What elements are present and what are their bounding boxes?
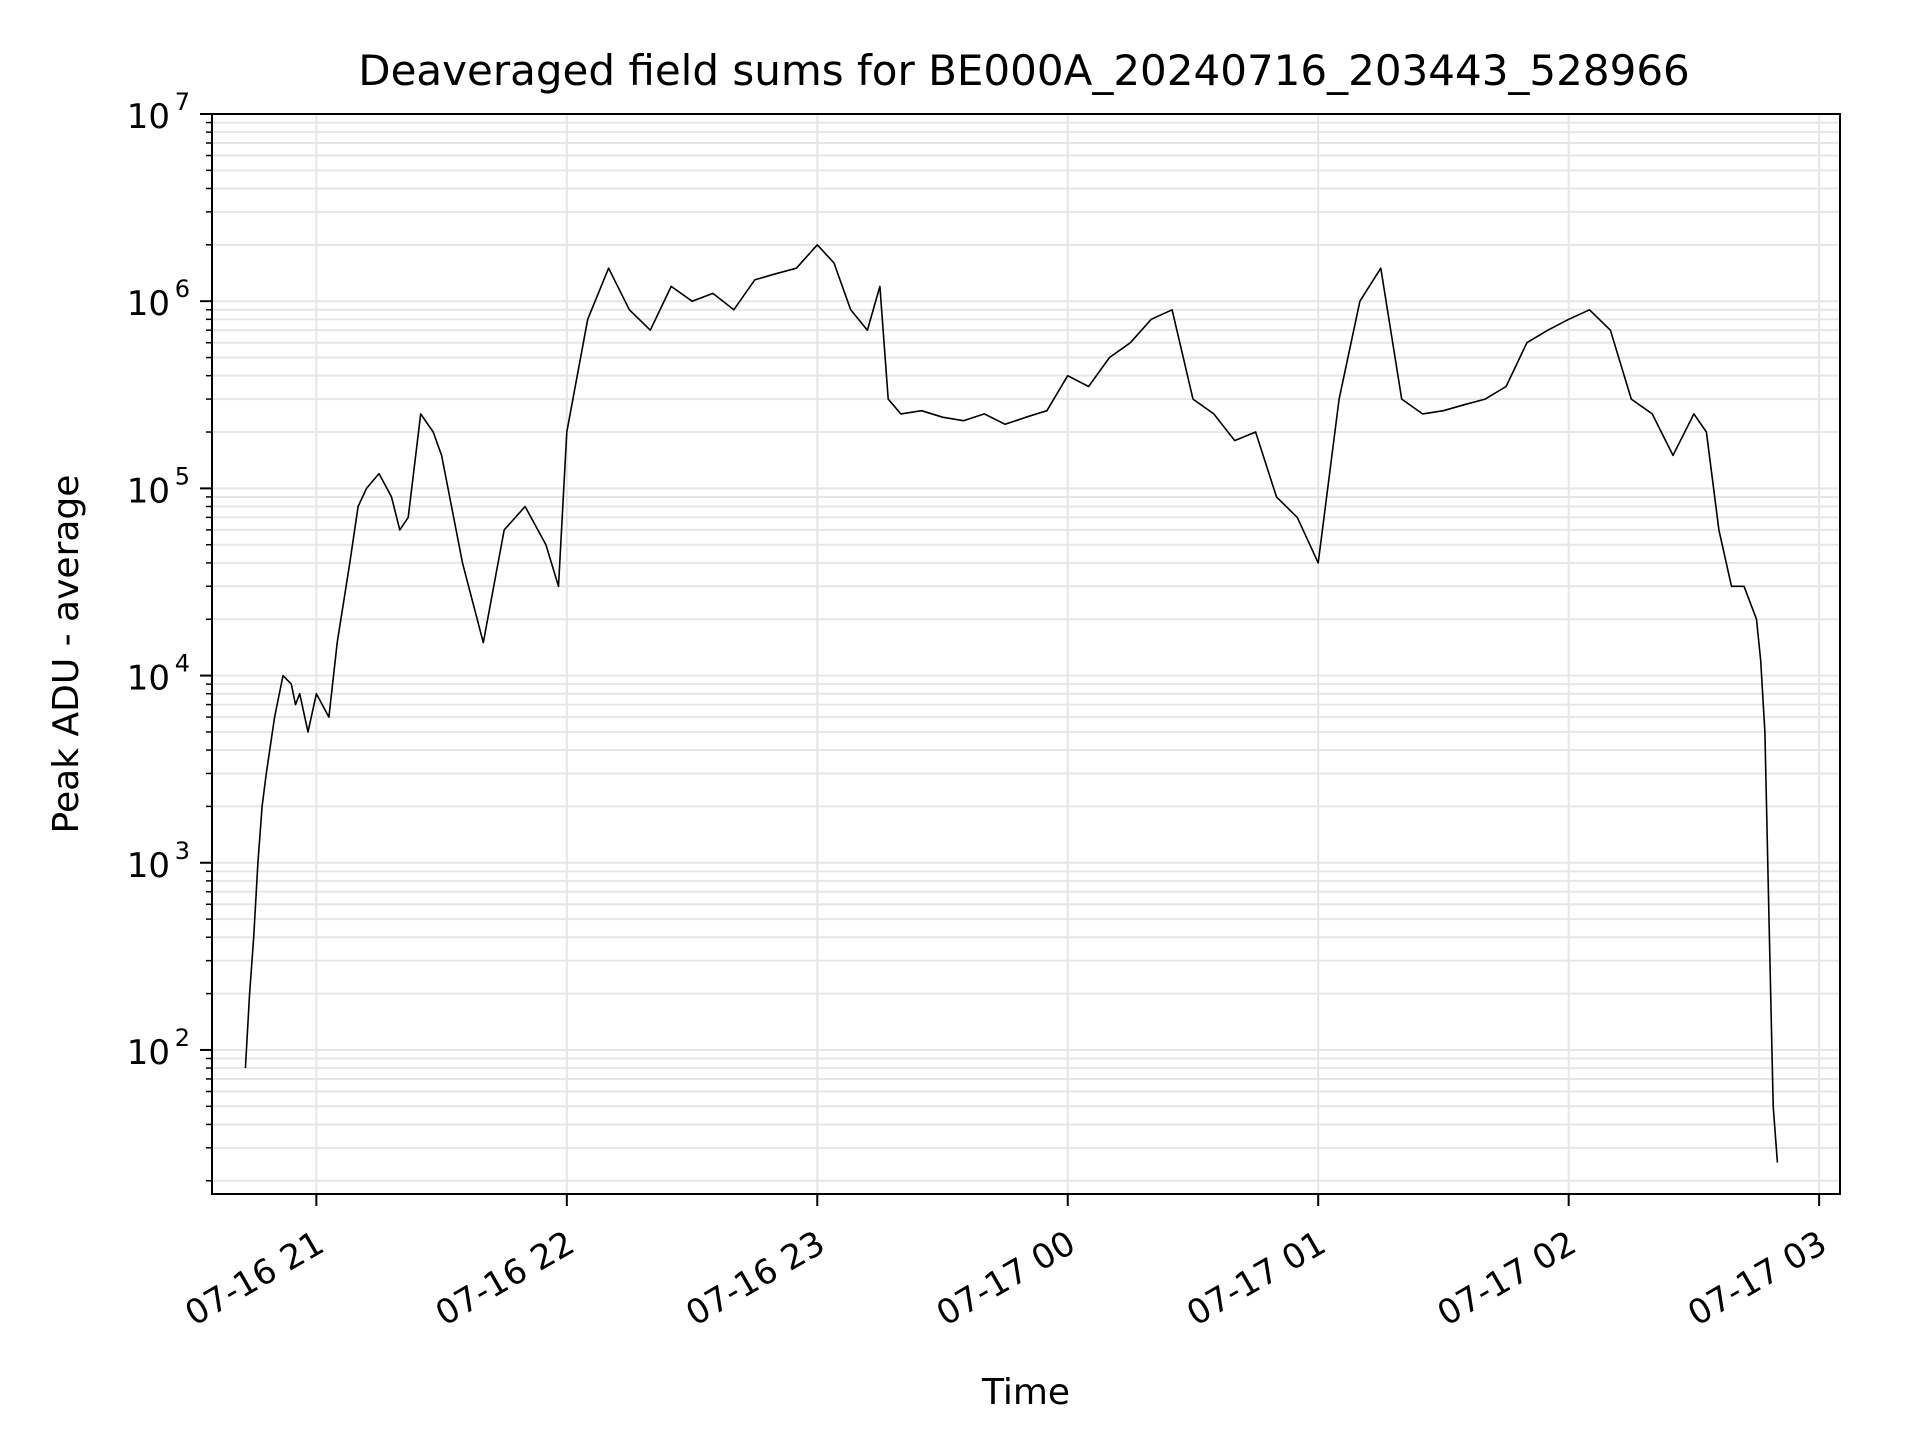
y-tick-exponent: 2 — [175, 1024, 190, 1052]
y-tick-exponent: 5 — [175, 462, 190, 490]
series-line — [244, 244, 1779, 1163]
series-layer — [244, 244, 1779, 1163]
x-axis-label: Time — [981, 1372, 1070, 1413]
y-tick-exponent: 7 — [175, 88, 190, 116]
y-tick-label: 10 — [127, 97, 170, 137]
y-tick-label: 10 — [127, 1033, 170, 1073]
y-tick-label: 10 — [127, 659, 170, 699]
chart-title: Deaveraged field sums for BE000A_2024071… — [358, 46, 1690, 95]
y-tick-exponent: 6 — [175, 275, 190, 303]
y-tick-label: 10 — [127, 846, 170, 886]
y-tick-exponent: 4 — [175, 650, 190, 678]
plot-area-frame — [211, 113, 1841, 1195]
y-tick-label: 10 — [127, 471, 170, 511]
y-tick-exponent: 3 — [175, 837, 190, 865]
y-tick-label: 10 — [127, 284, 170, 324]
y-axis-label: Peak ADU - average — [46, 475, 87, 834]
